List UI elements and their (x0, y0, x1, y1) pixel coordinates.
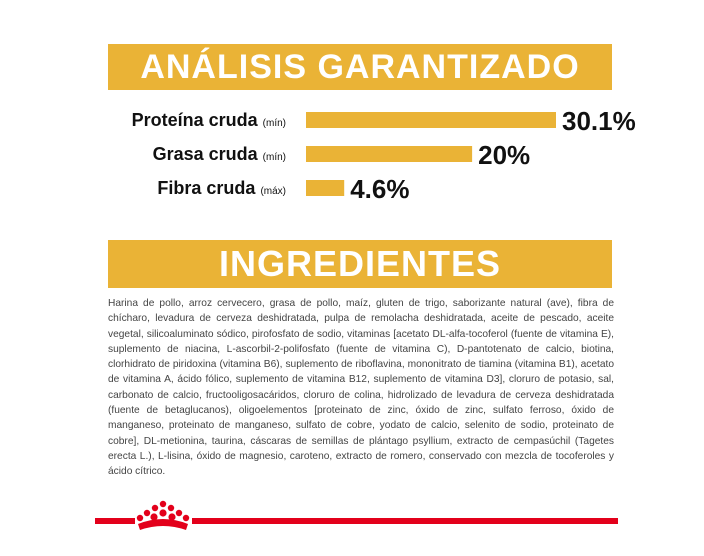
category-name: Proteína cruda (132, 110, 263, 130)
footer-line-right (192, 518, 618, 524)
category-label: Fibra cruda (máx) (157, 178, 286, 198)
analysis-banner: ANÁLISIS GARANTIZADO (108, 44, 612, 90)
analysis-title: ANÁLISIS GARANTIZADO (140, 47, 580, 86)
category-qualifier: (mín) (263, 152, 286, 163)
crown-logo-icon (136, 500, 190, 530)
analysis-bar-chart: Proteína cruda (mín) 30.1% Grasa cruda (mí… (132, 106, 636, 204)
bar (306, 146, 473, 162)
category-name: Grasa cruda (153, 144, 263, 164)
footer-line-left (95, 518, 135, 524)
bar (306, 180, 345, 196)
category-label: Grasa cruda (mín) (153, 144, 286, 164)
category-qualifier: (mín) (263, 118, 286, 129)
value-label: 20% (478, 140, 530, 170)
bar (306, 112, 556, 128)
ingredients-title: INGREDIENTES (218, 243, 502, 284)
value-label: 30.1% (562, 106, 636, 136)
category-name: Fibra cruda (157, 178, 260, 198)
value-label: 4.6% (350, 174, 409, 204)
ingredients-text: Harina de pollo, arroz cervecero, grasa … (108, 298, 614, 478)
category-label: Proteína cruda (mín) (132, 110, 286, 130)
category-qualifier: (máx) (260, 186, 286, 197)
ingredients-banner: INGREDIENTES (108, 240, 612, 288)
